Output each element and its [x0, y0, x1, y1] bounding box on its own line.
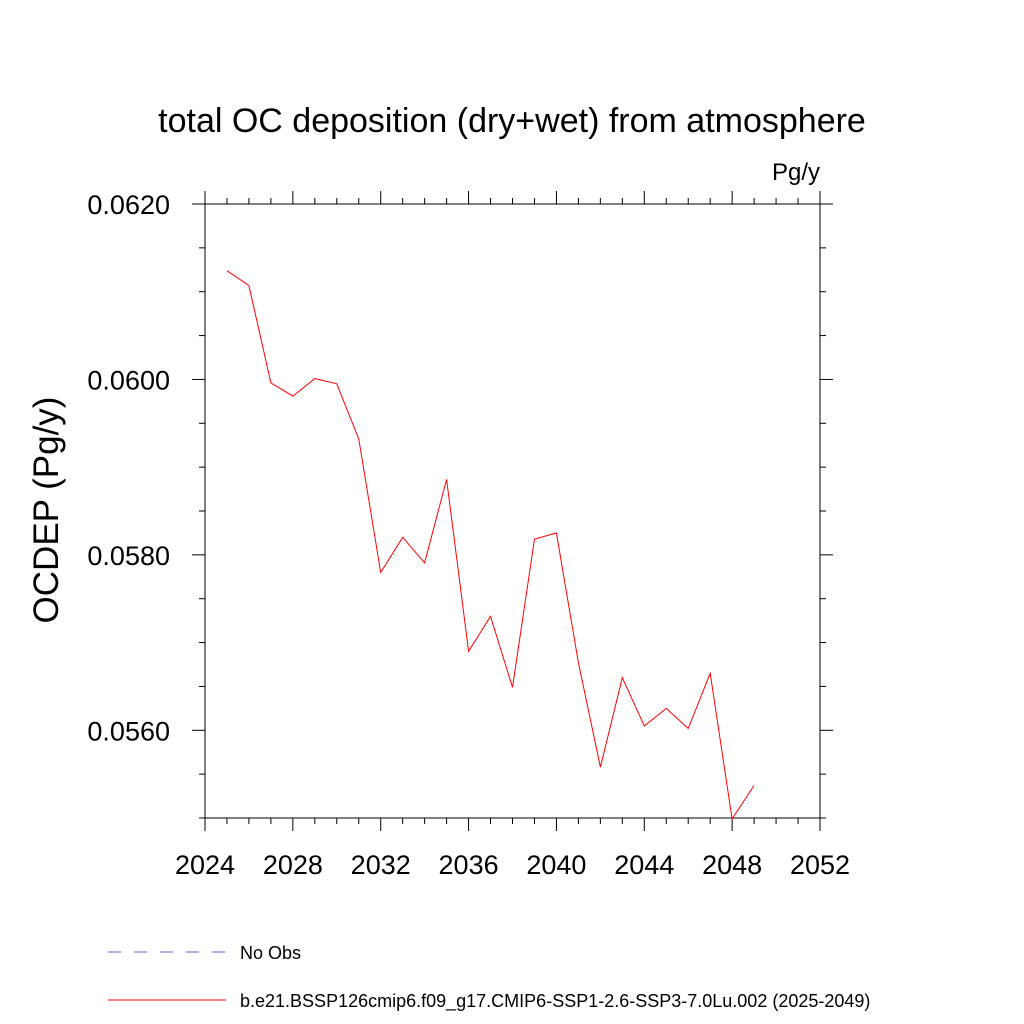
legend: No Obs b.e21.BSSP126cmip6.f09_g17.CMIP6-S… [108, 943, 870, 1012]
x-tick-label: 2024 [175, 850, 235, 880]
y-tick-labels: 0.0560 0.0580 0.0600 0.0620 [87, 190, 170, 746]
series-layer [226, 270, 755, 821]
x-tick-label: 2052 [790, 850, 850, 880]
y-tick-label: 0.0620 [87, 190, 170, 220]
x-tick-label: 2028 [263, 850, 323, 880]
chart-units-label: Pg/y [772, 159, 820, 186]
y-axis-label: OCDEP (Pg/y) [27, 397, 66, 624]
x-tick-label: 2032 [351, 850, 411, 880]
major-ticks [192, 191, 833, 831]
plot-frame [204, 203, 821, 819]
minor-ticks [199, 198, 826, 824]
series-line [226, 270, 755, 821]
legend-label: No Obs [240, 943, 301, 963]
y-tick-label: 0.0600 [87, 365, 170, 395]
legend-item: No Obs [108, 943, 301, 963]
x-tick-label: 2044 [614, 850, 674, 880]
y-tick-label: 0.0580 [87, 541, 170, 571]
legend-label: b.e21.BSSP126cmip6.f09_g17.CMIP6-SSP1-2.… [240, 991, 870, 1012]
legend-item: b.e21.BSSP126cmip6.f09_g17.CMIP6-SSP1-2.… [108, 991, 870, 1012]
x-tick-label: 2036 [439, 850, 499, 880]
x-tick-label: 2048 [702, 850, 762, 880]
y-tick-label: 0.0560 [87, 716, 170, 746]
x-tick-label: 2040 [526, 850, 586, 880]
chart-title: total OC deposition (dry+wet) from atmos… [158, 102, 866, 140]
x-tick-labels: 2024 2028 2032 2036 2040 2044 2048 2052 [175, 850, 850, 880]
